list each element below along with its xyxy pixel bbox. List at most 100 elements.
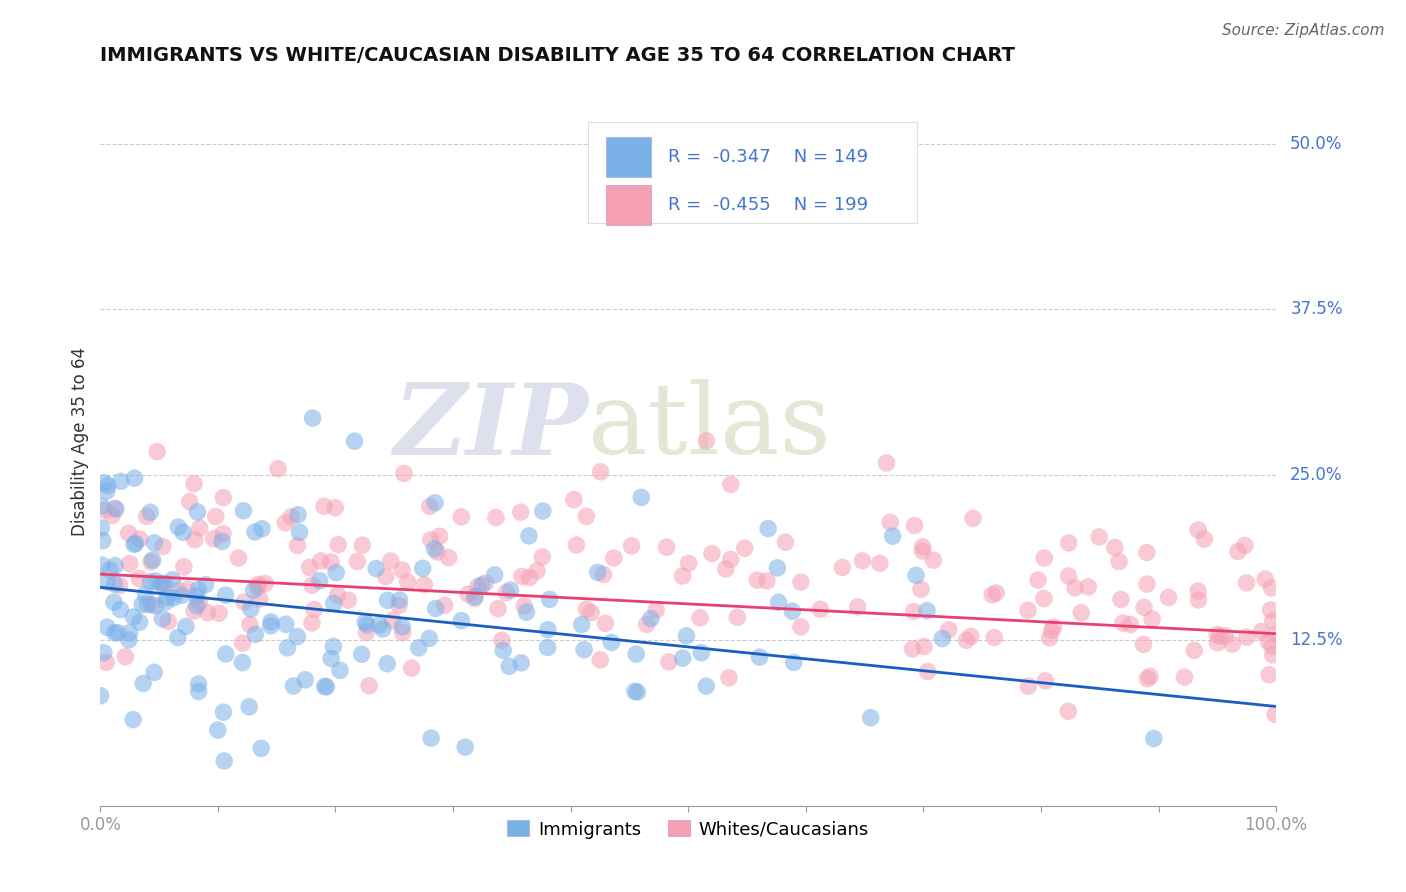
Point bbox=[243, 524, 266, 539]
Point bbox=[326, 588, 349, 602]
Point bbox=[538, 592, 561, 607]
Point bbox=[96, 483, 118, 498]
Point bbox=[1109, 592, 1132, 607]
Point bbox=[790, 620, 813, 634]
Point bbox=[215, 647, 238, 661]
Point bbox=[301, 578, 323, 592]
Point bbox=[93, 646, 115, 660]
Point bbox=[955, 633, 977, 648]
Point bbox=[1260, 603, 1282, 617]
Point bbox=[323, 500, 346, 515]
Point bbox=[246, 580, 269, 594]
Point bbox=[515, 605, 537, 619]
Point bbox=[1133, 600, 1156, 615]
Point bbox=[142, 553, 165, 567]
Point bbox=[695, 679, 717, 693]
Point bbox=[118, 632, 141, 647]
Point bbox=[396, 574, 419, 589]
Point bbox=[1194, 532, 1216, 546]
Point bbox=[174, 619, 197, 633]
Bar bbox=[606, 186, 651, 225]
Point bbox=[114, 649, 136, 664]
Point bbox=[1108, 554, 1130, 568]
Point bbox=[152, 612, 174, 626]
Point bbox=[274, 617, 297, 632]
Point bbox=[986, 586, 1008, 600]
Point bbox=[714, 562, 737, 576]
Point bbox=[356, 618, 378, 632]
Point bbox=[851, 554, 873, 568]
Point bbox=[212, 491, 235, 505]
Point bbox=[135, 509, 157, 524]
Point bbox=[124, 536, 146, 550]
Point bbox=[188, 595, 211, 609]
Point bbox=[1136, 672, 1159, 686]
Point bbox=[419, 533, 441, 547]
Point bbox=[96, 574, 118, 589]
Point bbox=[495, 585, 517, 599]
Point bbox=[90, 689, 112, 703]
Text: 25.0%: 25.0% bbox=[1291, 466, 1343, 483]
Point bbox=[245, 627, 267, 641]
Point bbox=[183, 476, 205, 491]
Point bbox=[239, 602, 262, 616]
Point bbox=[1187, 593, 1209, 607]
Point bbox=[1104, 541, 1126, 555]
Point bbox=[756, 574, 779, 588]
Point bbox=[315, 680, 337, 694]
Point bbox=[173, 559, 195, 574]
Point bbox=[720, 477, 742, 491]
Point bbox=[103, 577, 125, 591]
Point bbox=[1209, 629, 1232, 643]
Point bbox=[846, 599, 869, 614]
Point bbox=[959, 629, 981, 643]
Point bbox=[700, 546, 723, 560]
Point bbox=[166, 631, 188, 645]
Point bbox=[280, 509, 302, 524]
Point bbox=[903, 518, 925, 533]
Point bbox=[188, 521, 211, 535]
Point bbox=[1143, 731, 1166, 746]
Point bbox=[194, 577, 217, 591]
Point bbox=[575, 602, 598, 616]
Point bbox=[122, 610, 145, 624]
Point bbox=[589, 465, 612, 479]
Point bbox=[859, 711, 882, 725]
Point bbox=[232, 636, 254, 650]
Point bbox=[167, 520, 190, 534]
Point bbox=[531, 549, 554, 564]
Point bbox=[391, 620, 413, 634]
Point bbox=[377, 593, 399, 607]
Point bbox=[153, 576, 176, 591]
Point bbox=[690, 646, 713, 660]
Point bbox=[915, 604, 938, 618]
Point bbox=[626, 685, 648, 699]
Point bbox=[720, 552, 742, 566]
Point bbox=[537, 623, 560, 637]
Point bbox=[623, 684, 645, 698]
Text: atlas: atlas bbox=[588, 379, 831, 475]
Point bbox=[1261, 640, 1284, 654]
Point bbox=[214, 588, 236, 602]
Point bbox=[260, 615, 283, 629]
Point bbox=[283, 679, 305, 693]
Legend: Immigrants, Whites/Caucasians: Immigrants, Whites/Caucasians bbox=[502, 815, 875, 844]
Point bbox=[562, 492, 585, 507]
Point bbox=[187, 582, 209, 597]
Point bbox=[526, 564, 548, 578]
Point bbox=[134, 587, 156, 601]
Point bbox=[375, 657, 398, 671]
Point bbox=[309, 554, 332, 568]
Point bbox=[1040, 624, 1063, 638]
Point bbox=[1112, 616, 1135, 631]
Point bbox=[917, 665, 939, 679]
Point bbox=[922, 553, 945, 567]
Point bbox=[380, 554, 402, 568]
Point bbox=[474, 576, 496, 591]
Point bbox=[775, 535, 797, 549]
Point bbox=[319, 555, 342, 569]
Point bbox=[352, 538, 374, 552]
Point bbox=[186, 589, 208, 603]
Point bbox=[354, 615, 377, 629]
Point bbox=[321, 651, 343, 665]
